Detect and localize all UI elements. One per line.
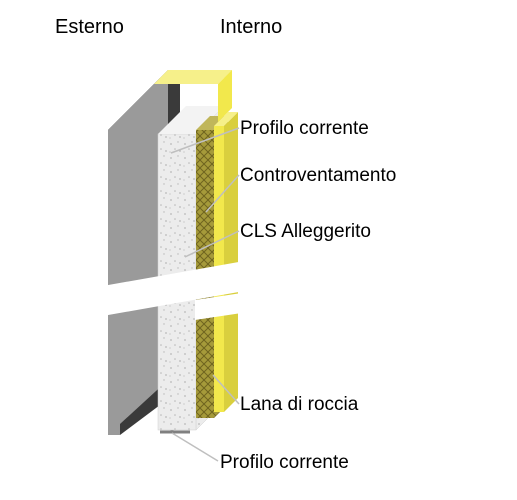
- annotation-controventamento: Controventamento: [240, 165, 396, 187]
- annotation-lana-di-roccia: Lana di roccia: [240, 394, 358, 416]
- annotation-profilo-bottom: Profilo corrente: [220, 452, 349, 474]
- annotation-profilo-top: Profilo corrente: [240, 118, 369, 140]
- interior-header: Interno: [220, 16, 282, 39]
- wall-section-diagram: [0, 0, 517, 500]
- exterior-header: Esterno: [55, 16, 124, 39]
- annotation-cls-alleggerito: CLS Alleggerito: [240, 221, 371, 243]
